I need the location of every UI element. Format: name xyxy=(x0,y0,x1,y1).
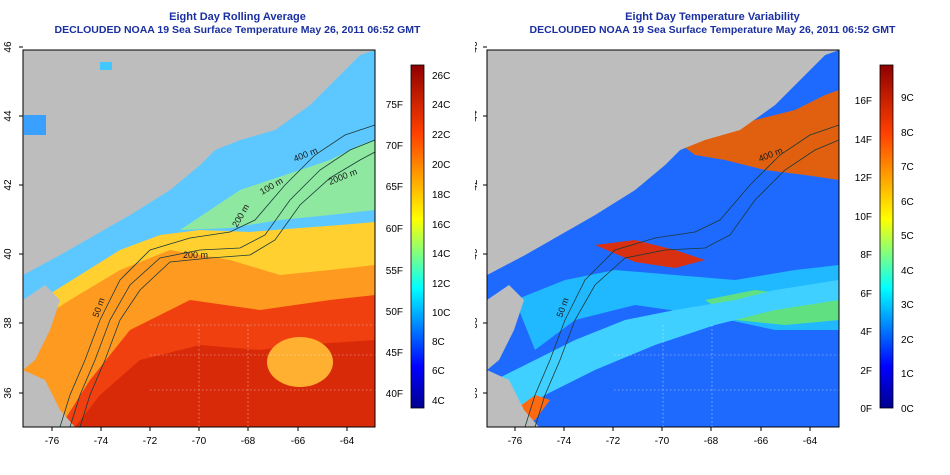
y-tick: 46 xyxy=(3,41,14,53)
y-tick: 44 xyxy=(475,110,480,122)
cbar-f-label: 45F xyxy=(386,348,403,359)
cbar-c-label: 3C xyxy=(901,300,914,311)
cbar-f-label: 55F xyxy=(386,266,403,277)
cbar-c-label: 0C xyxy=(901,404,914,415)
left-map-svg: 400 m 2000 m 100 m 200 m 200 m 50 m -76 … xyxy=(3,41,450,447)
x-tick: -66 xyxy=(754,436,769,447)
x-tick: -74 xyxy=(557,436,572,447)
cbar-f-label: 75F xyxy=(386,100,403,111)
cbar-c-label: 8C xyxy=(432,337,445,348)
x-tick: -74 xyxy=(94,436,109,447)
y-tick: 42 xyxy=(3,179,14,191)
cbar-c-label: 4C xyxy=(901,266,914,277)
cbar-f-label: 16F xyxy=(855,96,872,107)
cbar-c-label: 1C xyxy=(901,369,914,380)
cbar-f-label: 70F xyxy=(386,141,403,152)
left-x-axis: -76 -74 -72 -70 -68 -66 -64 xyxy=(45,427,355,447)
y-tick: 42 xyxy=(475,179,480,191)
cbar-c-label: 2C xyxy=(901,335,914,346)
x-tick: -76 xyxy=(45,436,60,447)
cbar-c-label: 14C xyxy=(432,249,450,260)
right-colorbar: 0C 1C 2C 3C 4C 5C 6C 7C 8C 9C 0F 2F 4F 6… xyxy=(855,64,914,415)
right-x-axis: -76 -74 -72 -70 -68 -66 -64 xyxy=(508,427,818,447)
cbar-c-label: 8C xyxy=(901,128,914,139)
cbar-c-label: 10C xyxy=(432,308,450,319)
right-title-line1: Eight Day Temperature Variability xyxy=(625,11,800,23)
cbar-f-label: 10F xyxy=(855,212,872,223)
cbar-f-label: 50F xyxy=(386,307,403,318)
y-tick: 40 xyxy=(475,248,480,260)
cbar-c-label: 24C xyxy=(432,100,450,111)
cbar-f-label: 14F xyxy=(855,135,872,146)
x-tick: -72 xyxy=(143,436,158,447)
left-map: 400 m 2000 m 100 m 200 m 200 m 50 m xyxy=(22,49,376,428)
x-tick: -76 xyxy=(508,436,523,447)
left-panel: Eight Day Rolling Average DECLOUDED NOAA… xyxy=(3,11,450,447)
cbar-f-label: 6F xyxy=(860,289,872,300)
x-tick: -70 xyxy=(192,436,207,447)
y-tick: 36 xyxy=(3,387,14,399)
cbar-f-label: 60F xyxy=(386,224,403,235)
right-y-axis: 36 38 40 42 44 46 xyxy=(475,41,487,399)
right-panel: Eight Day Temperature Variability DECLOU… xyxy=(475,0,950,475)
left-title-line1: Eight Day Rolling Average xyxy=(169,11,306,23)
contour-label-200m-b: 200 m xyxy=(183,250,208,260)
cbar-c-label: 20C xyxy=(432,160,450,171)
cbar-f-label: 2F xyxy=(860,366,872,377)
cbar-c-label: 9C xyxy=(901,93,914,104)
cbar-f-label: 8F xyxy=(860,250,872,261)
cbar-f-label: 12F xyxy=(855,173,872,184)
y-tick: 38 xyxy=(475,317,480,329)
x-tick: -66 xyxy=(291,436,306,447)
y-tick: 38 xyxy=(3,317,14,329)
cbar-c-label: 22C xyxy=(432,130,450,141)
y-tick: 40 xyxy=(3,248,14,260)
cbar-c-label: 26C xyxy=(432,71,450,82)
left-title-line2: DECLOUDED NOAA 19 Sea Surface Temperatur… xyxy=(54,24,421,36)
cbar-c-label: 5C xyxy=(901,231,914,242)
cbar-c-label: 12C xyxy=(432,279,450,290)
cbar-c-label: 16C xyxy=(432,220,450,231)
x-tick: -72 xyxy=(606,436,621,447)
cbar-c-label: 18C xyxy=(432,190,450,201)
y-tick: 46 xyxy=(475,41,480,53)
cbar-f-label: 0F xyxy=(860,404,872,415)
x-tick: -64 xyxy=(340,436,355,447)
x-tick: -68 xyxy=(241,436,256,447)
left-colorbar: 4C 6C 8C 10C 12C 14C 16C 18C 20C 22C 24C… xyxy=(386,64,450,409)
x-tick: -64 xyxy=(803,436,818,447)
x-tick: -70 xyxy=(655,436,670,447)
y-tick: 44 xyxy=(3,110,14,122)
left-y-axis: 36 38 40 42 44 46 xyxy=(3,41,23,399)
cbar-f-label: 40F xyxy=(386,389,403,400)
right-title-line2: DECLOUDED NOAA 19 Sea Surface Temperatur… xyxy=(529,24,896,36)
right-map-svg: 400 m 50 m -76 -74 -72 -70 -68 -66 -64 3… xyxy=(475,41,914,447)
x-tick: -68 xyxy=(704,436,719,447)
y-tick: 36 xyxy=(475,387,480,399)
cbar-c-label: 6C xyxy=(901,197,914,208)
right-map: 400 m 50 m xyxy=(486,49,840,428)
cbar-c-label: 6C xyxy=(432,366,445,377)
cbar-c-label: 7C xyxy=(901,162,914,173)
cbar-c-label: 4C xyxy=(432,396,445,407)
cbar-f-label: 4F xyxy=(860,327,872,338)
cbar-f-label: 65F xyxy=(386,182,403,193)
